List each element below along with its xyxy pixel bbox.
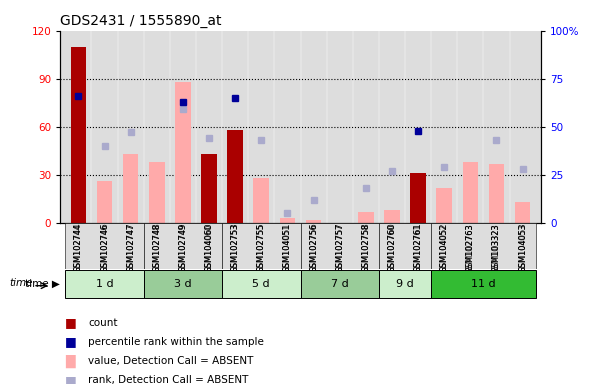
Text: GSM102758: GSM102758 (361, 223, 370, 272)
Text: GSM102763: GSM102763 (466, 223, 475, 273)
Bar (358, 212, 374, 223)
Text: GSM102746: GSM102746 (100, 223, 109, 272)
Text: 9 d: 9 d (396, 279, 414, 289)
Text: GSM102749: GSM102749 (178, 223, 188, 272)
Text: GSM104060: GSM104060 (204, 223, 213, 272)
Bar (300, 31, 379, 223)
Bar (515, 202, 531, 223)
Text: █: █ (65, 354, 75, 367)
Text: 3 d: 3 d (174, 279, 192, 289)
Text: 7 d: 7 d (331, 279, 349, 289)
Text: GSM103323: GSM103323 (492, 223, 501, 273)
Bar (431, 223, 535, 269)
Bar (222, 223, 300, 269)
Bar (489, 164, 504, 223)
Text: GSM102760: GSM102760 (388, 223, 397, 273)
Text: 5 d: 5 d (252, 279, 270, 289)
Text: 11 d: 11 d (471, 279, 496, 289)
Bar (66, 270, 144, 298)
Text: GSM104052: GSM104052 (440, 223, 449, 272)
Text: GSM102748: GSM102748 (152, 223, 161, 273)
Text: GSM102763: GSM102763 (466, 223, 475, 272)
Text: 1 d: 1 d (96, 279, 114, 289)
Bar (66, 31, 144, 223)
Bar (379, 31, 431, 223)
Text: count: count (88, 318, 118, 328)
Text: GSM102744: GSM102744 (74, 223, 83, 273)
Bar (306, 220, 322, 223)
Text: ■: ■ (65, 374, 77, 384)
Bar (144, 31, 222, 223)
Text: GSM104051: GSM104051 (283, 223, 292, 272)
Text: ■: ■ (65, 316, 77, 329)
Bar (379, 270, 431, 298)
Text: GSM102747: GSM102747 (126, 223, 135, 272)
Text: GSM102755: GSM102755 (257, 223, 266, 273)
Bar (300, 223, 379, 269)
Bar (175, 82, 191, 223)
Text: GDS2431 / 1555890_at: GDS2431 / 1555890_at (60, 14, 222, 28)
Text: GSM102755: GSM102755 (257, 223, 266, 272)
Bar (279, 218, 295, 223)
Bar (254, 178, 269, 223)
Bar (436, 187, 452, 223)
Bar (201, 154, 217, 223)
Text: time: time (9, 278, 32, 288)
Text: GSM104053: GSM104053 (518, 223, 527, 273)
Bar (123, 154, 138, 223)
Text: GSM102757: GSM102757 (335, 223, 344, 273)
Text: value, Detection Call = ABSENT: value, Detection Call = ABSENT (88, 356, 254, 366)
Bar (300, 270, 379, 298)
Bar (222, 270, 300, 298)
Bar (70, 47, 86, 223)
Bar (66, 223, 144, 269)
Bar (410, 173, 426, 223)
Bar (227, 130, 243, 223)
Text: GSM102753: GSM102753 (231, 223, 240, 272)
Text: GSM104053: GSM104053 (518, 223, 527, 272)
Text: GSM102758: GSM102758 (361, 223, 370, 273)
Bar (431, 270, 535, 298)
Text: ■: ■ (65, 335, 77, 348)
Text: GSM102761: GSM102761 (413, 223, 423, 273)
Bar (144, 270, 222, 298)
Bar (97, 181, 112, 223)
Text: GSM102761: GSM102761 (413, 223, 423, 272)
Text: GSM104060: GSM104060 (204, 223, 213, 273)
Text: GSM102756: GSM102756 (309, 223, 318, 273)
Bar (144, 223, 222, 269)
Text: GSM104052: GSM104052 (440, 223, 449, 273)
Text: GSM102744: GSM102744 (74, 223, 83, 272)
Text: GSM102753: GSM102753 (231, 223, 240, 273)
Bar (431, 31, 535, 223)
Text: GSM103323: GSM103323 (492, 223, 501, 272)
Text: GSM102749: GSM102749 (178, 223, 188, 273)
Bar (222, 31, 300, 223)
Bar (384, 210, 400, 223)
Text: GSM102757: GSM102757 (335, 223, 344, 272)
Text: GSM102760: GSM102760 (388, 223, 397, 272)
Bar (463, 162, 478, 223)
Bar (379, 223, 431, 269)
Text: GSM104051: GSM104051 (283, 223, 292, 273)
Text: time ▶: time ▶ (25, 279, 60, 289)
Text: rank, Detection Call = ABSENT: rank, Detection Call = ABSENT (88, 375, 249, 384)
Text: GSM102748: GSM102748 (152, 223, 161, 272)
Text: GSM102756: GSM102756 (309, 223, 318, 272)
Bar (149, 162, 165, 223)
Text: percentile rank within the sample: percentile rank within the sample (88, 337, 264, 347)
Text: GSM102746: GSM102746 (100, 223, 109, 273)
Text: GSM102747: GSM102747 (126, 223, 135, 273)
